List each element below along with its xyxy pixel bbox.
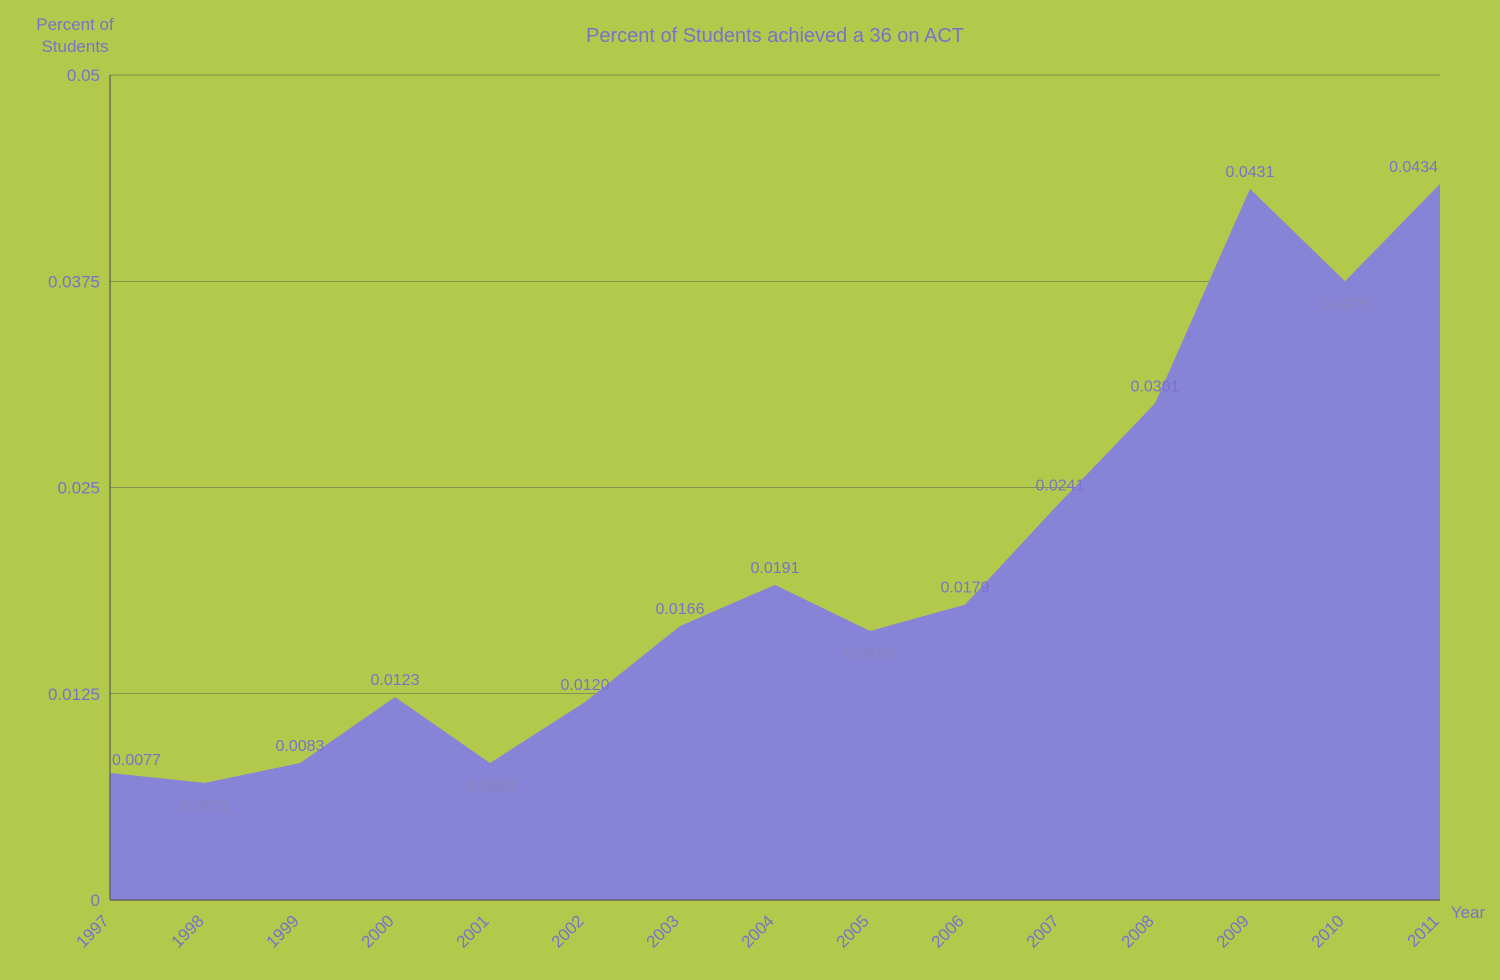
y-tick-label: 0.025 (57, 479, 100, 498)
data-label: 0.0123 (371, 672, 420, 689)
data-label: 0.0431 (1226, 164, 1275, 181)
data-label: 0.0166 (656, 601, 705, 618)
y-tick-label: 0 (91, 891, 100, 910)
data-label: 0.0241 (1036, 477, 1085, 494)
area-chart: 00.01250.0250.03750.05199719981999200020… (0, 0, 1500, 980)
data-label: 0.0301 (1131, 378, 1180, 395)
y-tick-label: 0.0125 (48, 685, 100, 704)
data-label: 0.0083 (466, 778, 515, 795)
x-axis-label: Year (1451, 903, 1486, 922)
chart-title: Percent of Students achieved a 36 on ACT (586, 25, 964, 47)
y-axis-label: Percent of (36, 15, 114, 34)
y-tick-label: 0.0375 (48, 272, 100, 291)
data-label: 0.0434 (1389, 159, 1438, 176)
data-label: 0.0179 (941, 580, 990, 597)
data-label: 0.0071 (181, 798, 230, 815)
chart-container: 00.01250.0250.03750.05199719981999200020… (0, 0, 1500, 980)
data-label: 0.0083 (276, 738, 325, 755)
data-label: 0.0120 (561, 677, 610, 694)
data-label: 0.0077 (112, 752, 161, 769)
y-axis-label: Students (41, 37, 108, 56)
data-label: 0.0375 (1321, 296, 1370, 313)
y-tick-label: 0.05 (67, 66, 100, 85)
data-label: 0.0191 (751, 560, 800, 577)
data-label: 0.0163 (846, 646, 895, 663)
